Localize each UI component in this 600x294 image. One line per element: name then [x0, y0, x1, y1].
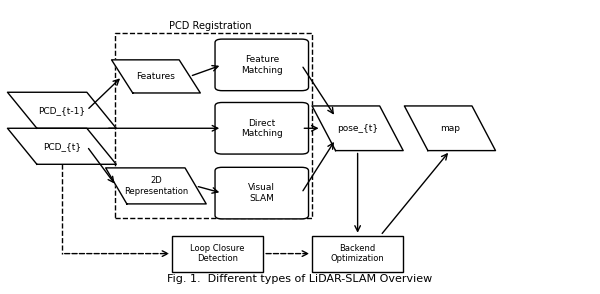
Text: Backend
Optimization: Backend Optimization — [331, 244, 385, 263]
Text: Loop Closure
Detection: Loop Closure Detection — [190, 244, 245, 263]
Text: Features: Features — [137, 72, 175, 81]
Text: PCD_{t-1}: PCD_{t-1} — [38, 106, 85, 115]
Text: pose_{t}: pose_{t} — [337, 124, 378, 133]
Polygon shape — [404, 106, 496, 151]
FancyBboxPatch shape — [215, 39, 308, 91]
Text: Visual
SLAM: Visual SLAM — [248, 183, 275, 203]
Bar — [312, 235, 403, 272]
Text: Fig. 1.  Different types of LiDAR-SLAM Overview: Fig. 1. Different types of LiDAR-SLAM Ov… — [167, 274, 433, 284]
Text: 2D
Representation: 2D Representation — [124, 176, 188, 196]
FancyBboxPatch shape — [215, 167, 308, 219]
Text: Feature
Matching: Feature Matching — [241, 55, 283, 75]
Text: Direct
Matching: Direct Matching — [241, 118, 283, 138]
FancyBboxPatch shape — [215, 103, 308, 154]
Polygon shape — [112, 60, 200, 93]
Polygon shape — [7, 92, 116, 128]
Text: PCD Registration: PCD Registration — [169, 21, 251, 31]
Polygon shape — [7, 128, 116, 164]
Polygon shape — [106, 168, 206, 204]
Polygon shape — [312, 106, 403, 151]
Text: PCD_{t}: PCD_{t} — [43, 142, 81, 151]
Bar — [172, 235, 263, 272]
Text: map: map — [440, 124, 460, 133]
